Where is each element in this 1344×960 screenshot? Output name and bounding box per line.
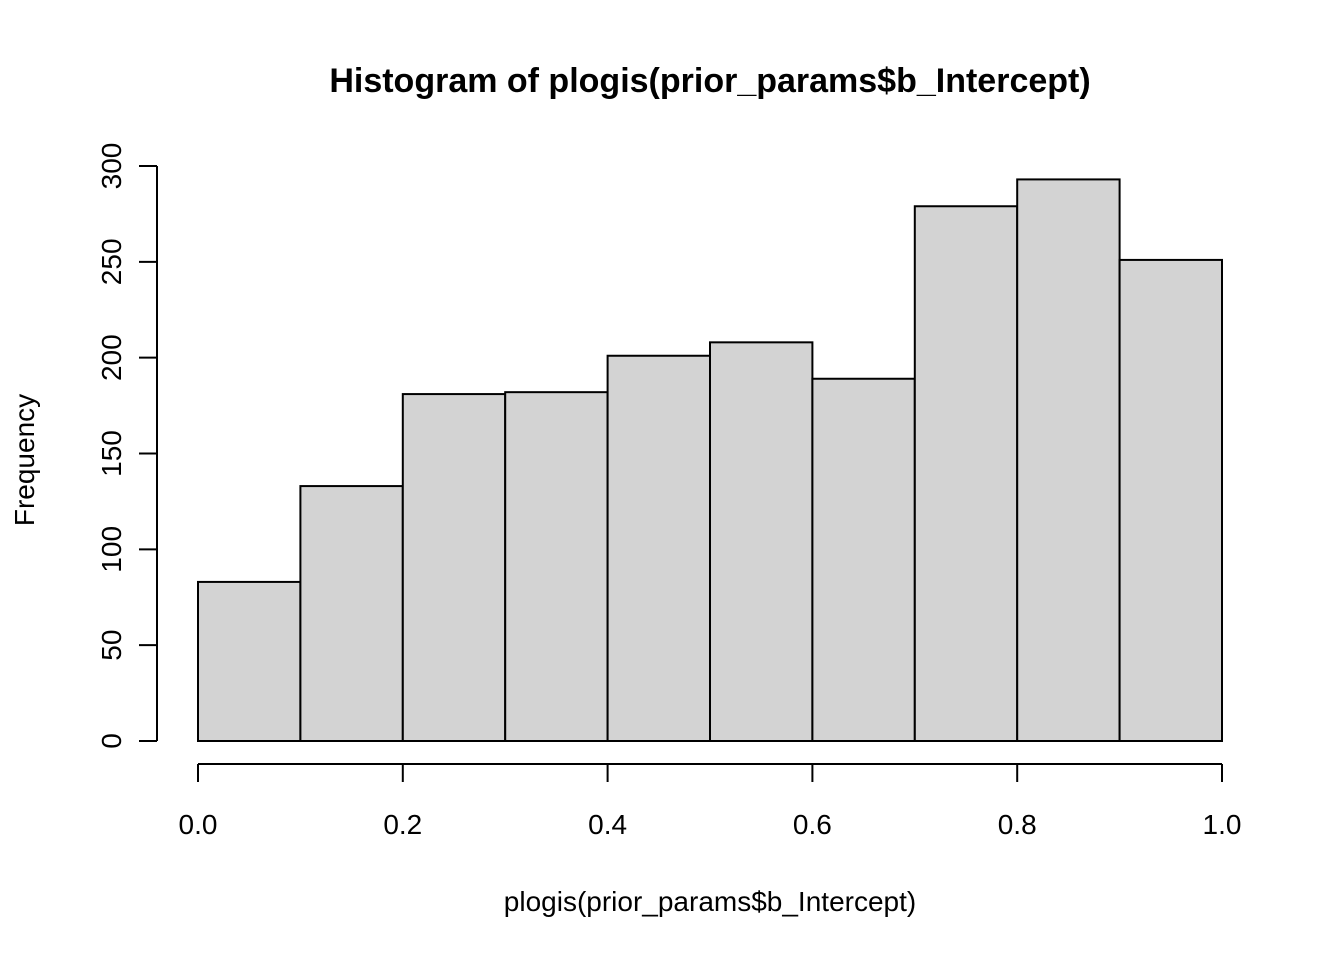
x-tick-label-1: 0.2 [383, 809, 422, 840]
y-tick-label-1: 50 [96, 630, 127, 661]
chart-title: Histogram of plogis(prior_params$b_Inter… [329, 62, 1090, 100]
y-axis-label: Frequency [9, 394, 40, 526]
histogram-bar-5 [709, 341, 814, 742]
histogram-bar-4 [606, 354, 711, 742]
histogram-bar-2 [401, 393, 507, 742]
x-axis: 0.0 0.2 0.4 0.6 0.8 1.0 [179, 763, 1242, 840]
y-tick-label-6: 300 [96, 143, 127, 190]
histogram-bar-6 [811, 377, 916, 742]
x-tick-label-5: 1.0 [1203, 809, 1242, 840]
histogram-bar-8 [1016, 178, 1121, 742]
y-tick-label-2: 100 [96, 526, 127, 573]
histogram-bar-1 [299, 485, 404, 743]
x-tick-label-2: 0.4 [588, 809, 627, 840]
y-tick-label-0: 0 [96, 733, 127, 749]
x-axis-label: plogis(prior_params$b_Intercept) [504, 886, 916, 917]
x-tick-label-4: 0.8 [998, 809, 1037, 840]
y-tick-label-3: 150 [96, 430, 127, 477]
y-tick-label-5: 250 [96, 238, 127, 285]
histogram-bar-0 [197, 580, 302, 743]
y-axis: 0 50 100 150 200 250 300 [96, 143, 158, 749]
histogram-bar-3 [504, 391, 609, 742]
bars-group [197, 178, 1223, 743]
histogram-bar-7 [913, 205, 1019, 742]
x-tick-label-0: 0.0 [179, 809, 218, 840]
histogram-bar-9 [1118, 258, 1223, 742]
y-tick-label-4: 200 [96, 334, 127, 381]
x-tick-label-3: 0.6 [793, 809, 832, 840]
